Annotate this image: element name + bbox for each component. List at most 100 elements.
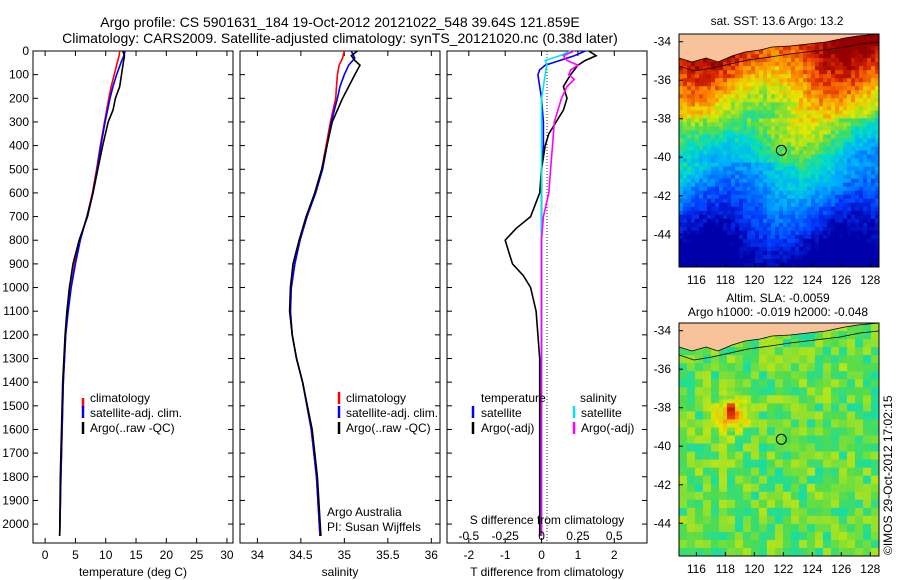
map-cell — [791, 198, 796, 204]
map-cell — [679, 258, 684, 264]
map-cell — [695, 222, 700, 228]
map-cell — [815, 70, 820, 75]
map-cell — [691, 262, 696, 267]
map-cell — [751, 210, 756, 216]
map-cell — [719, 475, 724, 481]
map-cell — [691, 539, 696, 545]
map-cell — [783, 262, 788, 267]
map-cell — [779, 439, 784, 444]
map-cell — [783, 230, 788, 236]
map-cell — [831, 150, 836, 155]
map-cell — [831, 146, 836, 151]
map-cell — [711, 471, 716, 477]
map-cell — [779, 138, 784, 143]
map-cell — [783, 475, 788, 481]
map-cell — [871, 186, 876, 192]
map-cell — [783, 463, 788, 469]
map-cell — [719, 435, 724, 440]
map-cell — [747, 122, 752, 127]
map-cell — [843, 58, 848, 63]
map-cell — [723, 150, 728, 155]
map-cell — [719, 543, 724, 549]
map-cell — [759, 234, 764, 240]
map-cell — [743, 487, 748, 493]
map-cell — [783, 154, 788, 159]
map-cell — [695, 483, 700, 489]
map-cell — [743, 527, 748, 533]
map-cell — [751, 475, 756, 481]
map-cell — [827, 226, 832, 232]
map-cell — [775, 499, 780, 505]
map-cell — [787, 210, 792, 216]
map-cell — [843, 218, 848, 224]
map-cell — [795, 459, 800, 465]
map-cell — [763, 234, 768, 240]
map-cell — [731, 475, 736, 481]
map-cell — [699, 210, 704, 216]
map-cell — [715, 66, 720, 71]
map-cell — [755, 110, 760, 115]
map-cell — [783, 363, 788, 368]
map-cell — [795, 82, 800, 87]
map-cell — [811, 226, 816, 232]
map-cell — [803, 66, 808, 71]
map-cell — [707, 210, 712, 216]
map-cell — [747, 359, 752, 364]
map-cell — [783, 547, 788, 553]
map-cell — [731, 547, 736, 553]
map-cell — [699, 98, 704, 103]
map-cell — [871, 82, 876, 87]
map-cell — [743, 78, 748, 83]
map-cell — [787, 455, 792, 460]
map-cell — [719, 379, 724, 384]
map-cell — [743, 246, 748, 252]
map-cell — [771, 122, 776, 127]
map-cell — [687, 391, 692, 396]
map-cell — [795, 122, 800, 127]
map-cell — [871, 118, 876, 123]
map-cell — [687, 246, 692, 252]
map-cell — [851, 198, 856, 204]
map-cell — [851, 102, 856, 107]
map-cell — [727, 226, 732, 232]
map-cell — [827, 142, 832, 147]
map-cell — [763, 419, 768, 424]
map-cell — [759, 463, 764, 469]
map-cell — [771, 74, 776, 79]
map-cell — [843, 202, 848, 208]
map-cell — [703, 395, 708, 400]
map-cell — [747, 523, 752, 529]
map-cell — [707, 383, 712, 388]
map-cell — [687, 491, 692, 497]
map-cell — [691, 222, 696, 228]
map-cell — [767, 166, 772, 171]
map-cell — [691, 507, 696, 513]
map-cell — [791, 451, 796, 456]
map-cell — [679, 379, 684, 384]
map-cell — [751, 439, 756, 444]
map-cell — [819, 210, 824, 216]
map-cell — [679, 242, 684, 248]
map-cell — [715, 363, 720, 368]
map-cell — [683, 166, 688, 171]
s-difference-tick-label: -0.25 — [492, 529, 520, 543]
map-cell — [859, 226, 864, 232]
map-cell — [743, 94, 748, 99]
map-cell — [807, 114, 812, 119]
map-cell — [795, 359, 800, 364]
map-cell — [723, 102, 728, 107]
map-cell — [831, 138, 836, 143]
map-cell — [731, 178, 736, 184]
map-cell — [763, 178, 768, 184]
map-cell — [779, 451, 784, 456]
map-cell — [695, 367, 700, 372]
map-cell — [803, 54, 808, 59]
map-cell — [699, 471, 704, 477]
map-cell — [731, 210, 736, 216]
map-cell — [827, 70, 832, 75]
map-cell — [787, 503, 792, 509]
map-cell — [843, 154, 848, 159]
map-cell — [803, 82, 808, 87]
map-cell — [735, 142, 740, 147]
map-cell — [727, 202, 732, 208]
